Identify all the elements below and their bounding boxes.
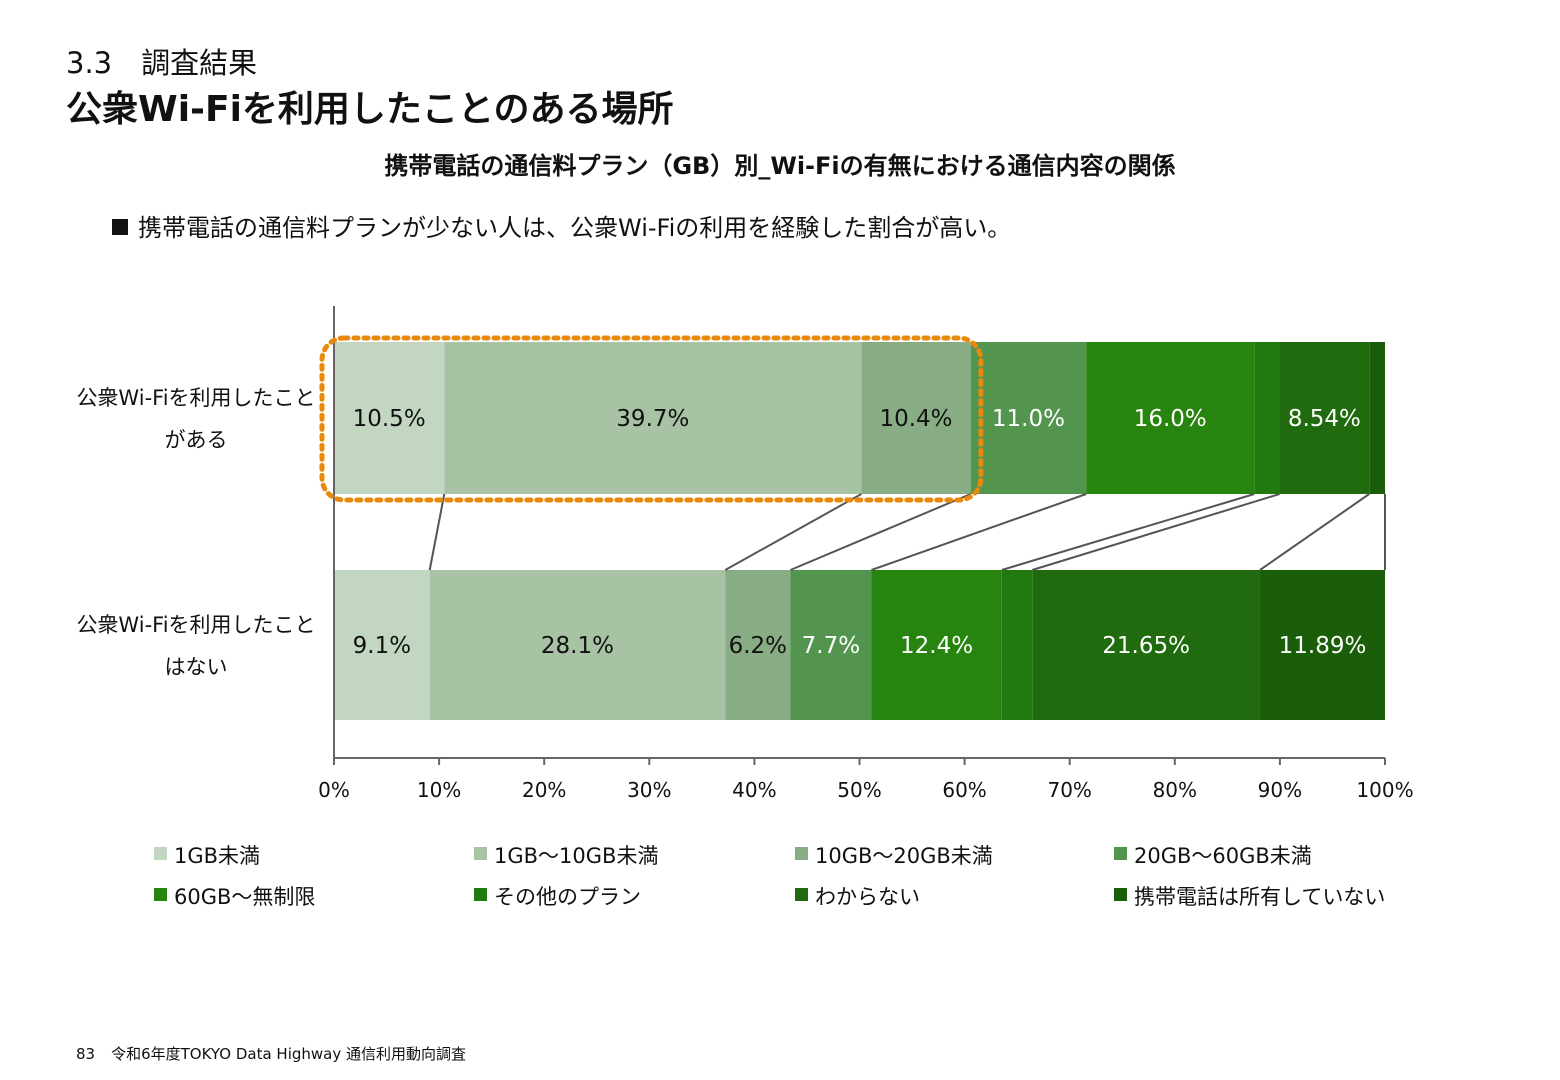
legend-swatch <box>474 888 487 901</box>
data-label: 10.5% <box>353 406 426 432</box>
x-tick-label: 80% <box>1153 778 1197 802</box>
legend-label: 20GB〜60GB未満 <box>1134 844 1312 868</box>
category-label: がある <box>165 428 228 452</box>
footer-text: 令和6年度TOKYO Data Highway 通信利用動向調査 <box>111 1045 466 1063</box>
chart-title: 携帯電話の通信料プラン（GB）別_Wi-Fiの有無における通信内容の関係 <box>384 152 1176 180</box>
legend-label: 携帯電話は所有していない <box>1134 885 1385 909</box>
connector-line <box>1001 493 1255 571</box>
data-label: 28.1% <box>541 633 614 659</box>
bar-segment <box>725 570 791 720</box>
bullet-square-icon <box>112 219 128 235</box>
bar-segment <box>1254 342 1280 494</box>
bar-segment <box>429 570 726 720</box>
data-label: 39.7% <box>616 406 689 432</box>
bar-segment <box>1369 342 1385 494</box>
bar-segment <box>1001 570 1033 720</box>
x-tick-label: 40% <box>732 778 776 802</box>
connector-line <box>1259 493 1370 571</box>
data-label: 6.2% <box>729 633 787 659</box>
bar-segment <box>1032 570 1260 720</box>
legend-swatch <box>154 888 167 901</box>
x-tick-label: 70% <box>1047 778 1091 802</box>
data-label: 11.0% <box>992 406 1065 432</box>
data-label: 7.7% <box>802 633 860 659</box>
x-tick-label: 100% <box>1356 778 1413 802</box>
highlight-box <box>319 335 984 503</box>
bar-segment <box>1279 342 1370 494</box>
connector-line <box>428 493 446 571</box>
bar-segment <box>1259 570 1385 720</box>
x-tick-label: 0% <box>318 778 350 802</box>
legend-label: 1GB未満 <box>174 844 260 868</box>
page-title: 公衆Wi-Fiを利用したことのある場所 <box>66 89 674 130</box>
x-tick-label: 20% <box>522 778 566 802</box>
legend-label: わからない <box>815 885 920 909</box>
section-number: 3.3 調査結果 <box>66 46 258 80</box>
bar-segment <box>871 570 1002 720</box>
bar-segment <box>444 342 862 494</box>
category-label: 公衆Wi-Fiを利用したこと <box>76 613 315 637</box>
bar-segment <box>334 570 430 720</box>
x-tick-label: 90% <box>1258 778 1302 802</box>
legend-label: 60GB〜無制限 <box>174 885 315 909</box>
data-label: 16.0% <box>1134 406 1207 432</box>
x-tick-label: 60% <box>942 778 986 802</box>
bar-segment <box>790 570 872 720</box>
legend-label: 1GB〜10GB未満 <box>494 844 658 868</box>
data-label: 21.65% <box>1102 633 1190 659</box>
legend-label: 10GB〜20GB未満 <box>815 844 993 868</box>
data-label: 12.4% <box>900 633 973 659</box>
category-label: 公衆Wi-Fiを利用したこと <box>76 386 315 410</box>
legend-swatch <box>1114 847 1127 860</box>
legend-swatch <box>474 847 487 860</box>
stacked-bar-chart: 10.5% 39.7% 10.4% 11.0% 16.0% 8.54% 9.1% 28.1% 6… <box>76 306 1414 909</box>
data-label: 9.1% <box>353 633 411 659</box>
x-tick-label: 30% <box>627 778 671 802</box>
page-number: 83 <box>76 1045 96 1063</box>
bullet-text: 携帯電話の通信料プランが少ない人は、公衆Wi-Fiの利用を経験した割合が高い。 <box>138 214 1012 242</box>
bar-segment <box>861 342 971 494</box>
footer: 83 令和6年度TOKYO Data Highway 通信利用動向調査 <box>76 1043 466 1064</box>
x-tick-label: 50% <box>837 778 881 802</box>
legend-label: その他のプラン <box>494 885 641 909</box>
bullet-point: 携帯電話の通信料プランが少ない人は、公衆Wi-Fiの利用を経験した割合が高い。 <box>112 208 1011 243</box>
bar-segment <box>1086 342 1255 494</box>
connector-line <box>790 493 972 571</box>
data-label: 10.4% <box>879 406 952 432</box>
connector-line <box>724 493 862 571</box>
legend-swatch <box>1114 888 1127 901</box>
data-label: 11.89% <box>1279 633 1367 659</box>
bar-segment <box>970 342 1087 494</box>
data-label: 8.54% <box>1288 406 1361 432</box>
legend-swatch <box>154 847 167 860</box>
x-tick-label: 10% <box>417 778 461 802</box>
bar-segment <box>334 342 445 494</box>
legend-swatch <box>795 847 808 860</box>
category-label: はない <box>165 655 228 679</box>
connector-line <box>871 493 1087 571</box>
connector-line <box>1031 493 1280 571</box>
legend-swatch <box>795 888 808 901</box>
